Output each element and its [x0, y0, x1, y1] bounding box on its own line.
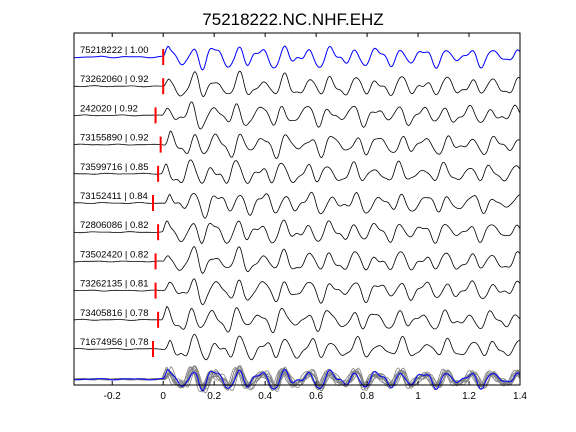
- x-tick-label: 0.2: [207, 391, 221, 402]
- trace-label-73262135: 73262135 | 0.81: [80, 279, 149, 290]
- chart-title: 75218222.NC.NHF.EHZ: [202, 10, 383, 29]
- x-tick-label: -0.2: [104, 391, 122, 402]
- trace-label-73405816: 73405816 | 0.78: [80, 308, 149, 319]
- trace-label-73502420: 73502420 | 0.82: [80, 249, 149, 260]
- trace-73262060: [73, 70, 520, 98]
- x-tick-label: 0.4: [258, 391, 272, 402]
- trace-label-72806086: 72806086 | 0.82: [80, 220, 149, 231]
- trace-layer: [73, 45, 520, 361]
- trace-label-73155890: 73155890 | 0.92: [80, 133, 149, 144]
- trace-label-75218222: 75218222 | 1.00: [80, 45, 149, 56]
- trace-label-73599716: 73599716 | 0.85: [80, 162, 149, 173]
- axes-frame: [73, 32, 521, 386]
- trace-73152411: [73, 191, 520, 219]
- trace-75218222: [73, 45, 520, 71]
- trace-71674956: [73, 333, 520, 361]
- trace-73502420: [74, 246, 520, 274]
- stack-reference-trace: [73, 368, 520, 392]
- trace-242020: [74, 101, 520, 130]
- plot-area: 75218222 | 1.00 73262060 | 0.92 242020 | 0…: [73, 33, 527, 402]
- trace-73155890: [73, 130, 520, 159]
- x-tick-label: 0.6: [309, 391, 323, 402]
- x-tick-label: 0: [160, 391, 166, 402]
- trace-73262135: [74, 278, 520, 306]
- trace-label-71674956: 71674956 | 0.78: [80, 337, 149, 348]
- pick-marker-layer: [152, 49, 165, 357]
- trace-label-layer: 75218222 | 1.00 73262060 | 0.92 242020 | 0…: [80, 45, 149, 348]
- x-tick-label: 1.4: [513, 391, 527, 402]
- trace-label-242020: 242020 | 0.92: [80, 103, 138, 114]
- trace-label-73262060: 73262060 | 0.92: [80, 74, 149, 85]
- x-axis: -0.2 0 0.2 0.4 0.6 0.8 1 1.2 1.4: [104, 33, 527, 402]
- trace-73599716: [73, 159, 520, 184]
- trace-72806086: [73, 219, 520, 244]
- trace-label-73152411: 73152411 | 0.84: [80, 191, 148, 202]
- x-tick-label: 1.2: [462, 391, 476, 402]
- x-tick-label: 1: [415, 391, 421, 402]
- x-tick-label: 0.8: [360, 391, 374, 402]
- trace-73405816: [73, 305, 520, 334]
